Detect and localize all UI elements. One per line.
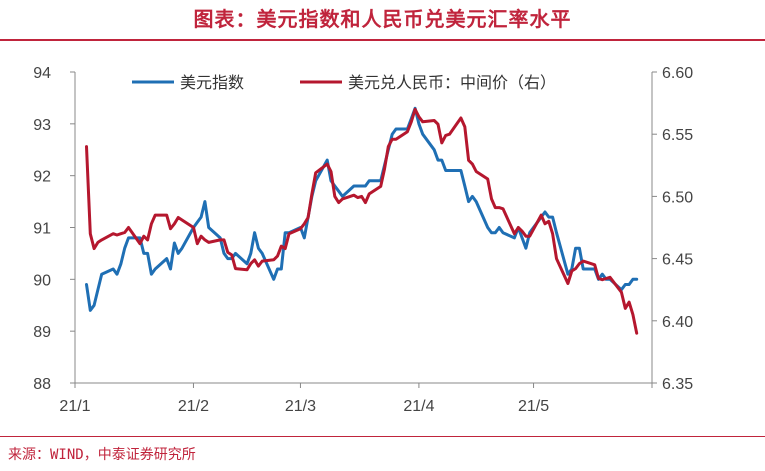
source-note: 来源：WIND，中泰证券研究所 xyxy=(8,447,196,463)
right-tick-label: 6.40 xyxy=(662,314,693,331)
left-tick-label: 90 xyxy=(33,272,51,289)
x-tick-label: 21/2 xyxy=(178,398,209,415)
left-tick-label: 91 xyxy=(33,221,51,238)
chart-title: 图表：美元指数和人民币兑美元汇率水平 xyxy=(193,7,572,31)
left-tick-label: 92 xyxy=(33,169,51,186)
right-tick-label: 6.55 xyxy=(662,127,693,144)
series-line-1 xyxy=(85,107,639,335)
x-tick-label: 21/5 xyxy=(518,398,549,415)
axes xyxy=(70,71,657,388)
x-tick-label: 21/3 xyxy=(285,398,316,415)
tick-labels: 88 89 90 91 92 93 94 6.35 6.40 6.45 6.50 6.55 6.60 21… xyxy=(33,65,693,415)
left-tick-label: 89 xyxy=(33,324,51,341)
left-tick-label: 88 xyxy=(33,376,51,393)
series-lines xyxy=(85,106,639,335)
chart-area: 88 89 90 91 92 93 94 6.35 6.40 6.45 6.50 6.55 6.60 21… xyxy=(33,65,693,415)
legend-label-0: 美元指数 xyxy=(180,73,244,92)
series-line-0 xyxy=(85,106,639,312)
right-tick-label: 6.35 xyxy=(662,376,693,393)
x-tick-label: 21/4 xyxy=(403,398,434,415)
left-tick-label: 94 xyxy=(33,65,51,82)
left-tick-label: 93 xyxy=(33,117,51,134)
legend: 美元指数 美元兑人民币：中间价（右） xyxy=(132,73,556,92)
right-tick-label: 6.45 xyxy=(662,252,693,269)
x-tick-label: 21/1 xyxy=(59,398,90,415)
legend-label-1: 美元兑人民币：中间价（右） xyxy=(348,73,556,92)
right-tick-label: 6.50 xyxy=(662,189,693,206)
right-tick-label: 6.60 xyxy=(662,65,693,82)
title-divider xyxy=(0,39,765,41)
footer-divider xyxy=(0,436,765,437)
